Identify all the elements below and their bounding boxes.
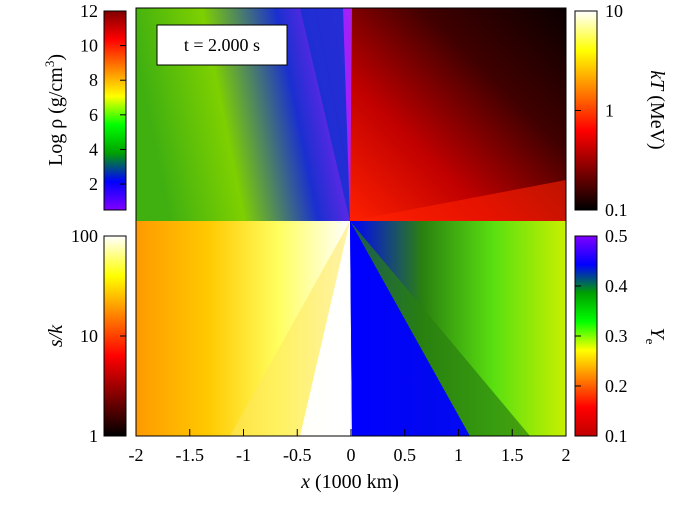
x-axis-label-var: x <box>300 471 310 493</box>
entropy-polar-white-wedge <box>300 221 352 436</box>
colorbar-density-tick-label: 10 <box>80 36 98 56</box>
colorbar-ye-label: Ye <box>643 328 668 345</box>
colorbar-electron_fraction-tick-label: 0.3 <box>605 326 628 346</box>
x-tick-label: 1.5 <box>501 445 524 465</box>
colorbar-electron_fraction-tick-label: 0.2 <box>605 376 628 396</box>
colorbar-entropy-ticks: 1 10 100 <box>71 226 126 446</box>
colorbar-density-tick-label: 12 <box>80 1 98 21</box>
time-label-box <box>156 24 288 66</box>
colorbar-temperature-label: kT (MeV) <box>646 70 668 149</box>
quadrant-temperature-top-right <box>350 8 566 221</box>
x-tick-label: 0 <box>347 445 356 465</box>
x-axis-label-units: (1000 km) <box>310 471 399 493</box>
colorbar-temperature-ticks: 0.1 1 10 <box>575 1 628 220</box>
colorbar-ye-ticks: 0.1 0.2 0.3 0.4 0.5 <box>575 226 628 446</box>
x-axis-label: x (1000 km) <box>300 471 399 493</box>
colorbar-entropy-label: s/k <box>45 324 67 347</box>
x-axis: -2 -1.5 -1 -0.5 0 0.5 1 1.5 2 <box>129 429 571 465</box>
colorbar-density-gradient <box>103 10 127 211</box>
colorbar-density-tick-label: 2 <box>89 174 98 194</box>
x-tick-label: -0.5 <box>283 445 312 465</box>
ye-dark-green-band <box>350 221 530 436</box>
colorbar-entropy-tick-label: 100 <box>71 226 98 246</box>
colorbar-density-tick-label: 6 <box>89 105 98 125</box>
colorbar-density-tick-label: 4 <box>89 139 98 159</box>
density-label-sup: 3 <box>42 61 57 68</box>
density-label-main: Log ρ (g/cm <box>45 67 67 166</box>
ye-label-sub: e <box>643 339 658 345</box>
colorbar-temperature: 0.1 1 10 kT (MeV) <box>574 1 668 220</box>
colorbar-electron_fraction-tick-label: 0.4 <box>605 276 628 296</box>
colorbar-temperature-tick-label: 0.1 <box>605 200 628 220</box>
temperature-label-units: (MeV) <box>646 90 668 149</box>
density-polar-blue-wedge <box>300 8 350 221</box>
colorbar-density-ticks: 2 4 6 8 10 12 <box>80 1 126 194</box>
temperature-hot-core <box>350 180 566 221</box>
x-tick-label: -1 <box>236 445 251 465</box>
temperature-label-var: kT <box>646 70 668 92</box>
colorbar-temperature-tick-label: 10 <box>605 1 623 21</box>
colorbar-temperature-tick-label: 1 <box>605 101 614 121</box>
entropy-yellow-fan <box>230 221 350 436</box>
colorbar-entropy-tick-label: 10 <box>80 326 98 346</box>
density-polar-violet-stripe <box>343 8 352 221</box>
x-tick-label: -2 <box>129 445 144 465</box>
colorbar-density-label: Log ρ (g/cm3) <box>42 54 67 166</box>
simulation-panel: t = 2.000 s <box>135 7 567 437</box>
colorbar-electron_fraction-tick-label: 0.1 <box>605 426 628 446</box>
colorbar-density: 2 4 6 8 10 12 Log ρ (g/cm3) <box>42 1 127 211</box>
x-tick-label: -1.5 <box>176 445 205 465</box>
x-tick-label: 0.5 <box>394 445 417 465</box>
x-tick-label: 2 <box>562 445 571 465</box>
ye-label-var: Y <box>646 328 668 341</box>
density-label-end: ) <box>45 54 67 61</box>
colorbar-entropy-tick-label: 1 <box>89 426 98 446</box>
colorbar-entropy: 1 10 100 s/k <box>45 226 127 446</box>
colorbar-electron_fraction-tick-label: 0.5 <box>605 226 628 246</box>
colorbar-ye: 0.1 0.2 0.3 0.4 0.5 Ye <box>574 226 668 446</box>
x-tick-label: 1 <box>454 445 463 465</box>
colorbar-density-tick-label: 8 <box>89 70 98 90</box>
time-label: t = 2.000 s <box>184 35 260 55</box>
